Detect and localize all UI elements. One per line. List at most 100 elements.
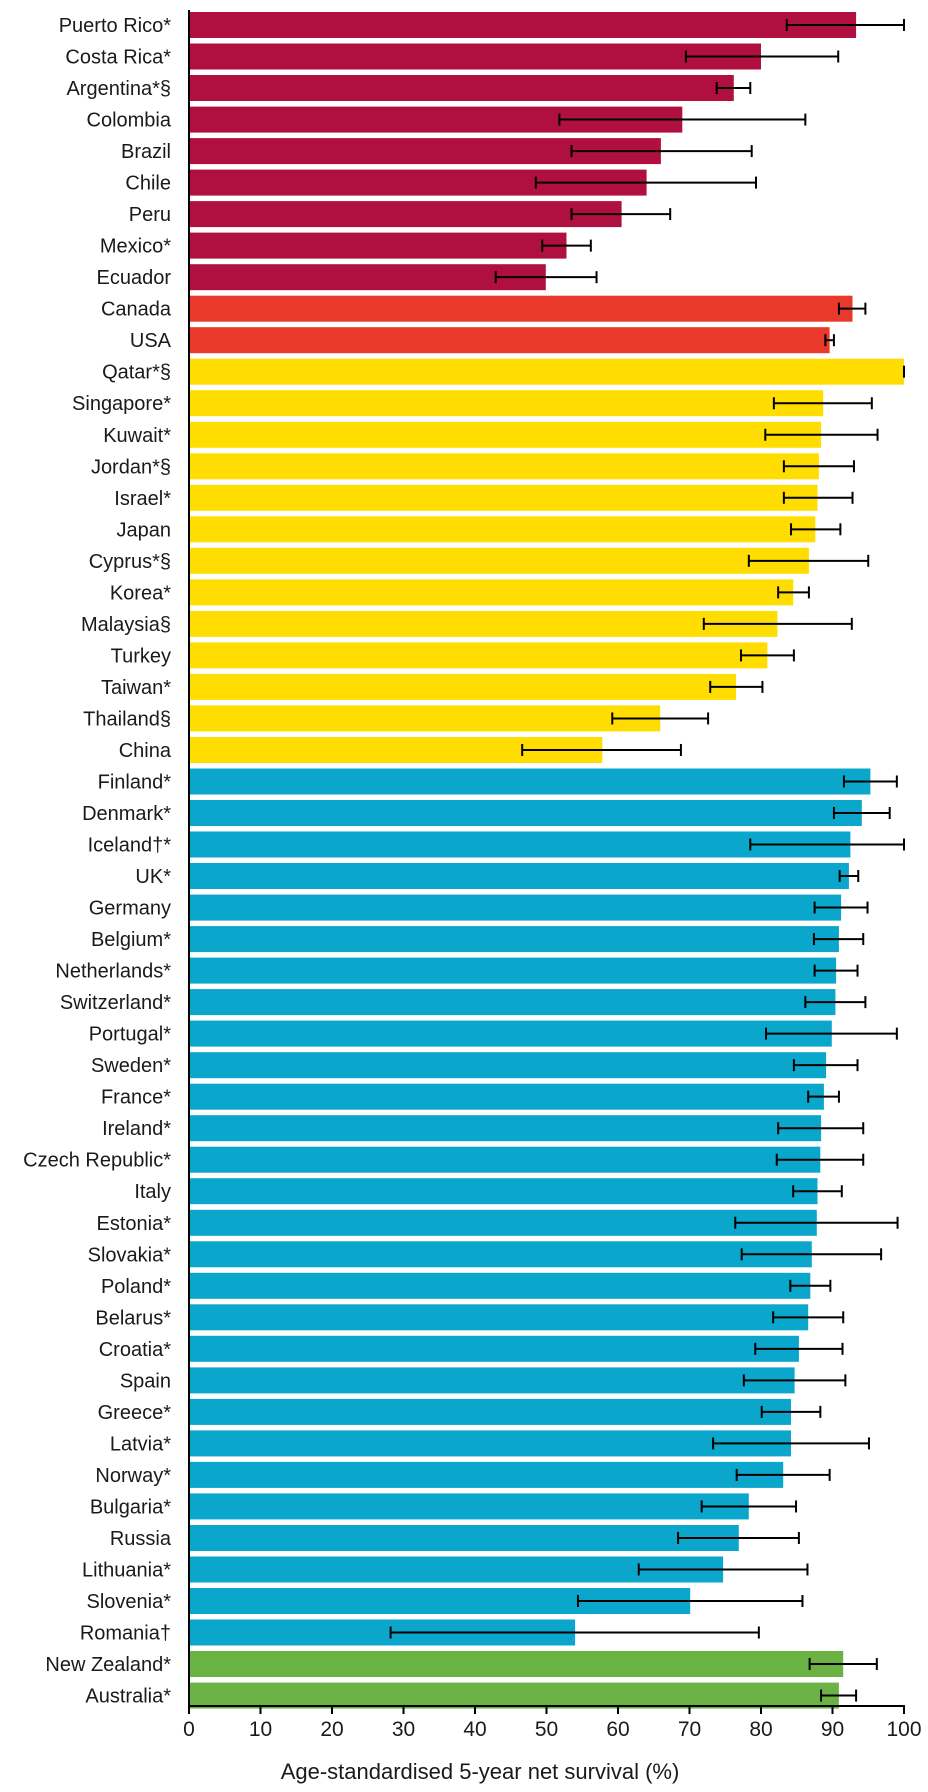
category-label-row-39: Slovakia* — [88, 1244, 172, 1266]
category-labels-layer: Puerto Rico* Costa Rica* Argentina*§ Colomb… — [23, 15, 172, 1708]
bar-row-47 — [189, 1493, 749, 1520]
category-label-row-25: Denmark* — [82, 803, 171, 825]
category-label-row-36: Czech Republic* — [23, 1150, 171, 1172]
category-label-row-34: France* — [101, 1087, 171, 1109]
category-label-row-51: Romania† — [80, 1623, 171, 1645]
error-bar-row-2 — [715, 82, 752, 95]
bar-row-16 — [189, 516, 816, 543]
category-label-row-42: Croatia* — [99, 1339, 171, 1361]
error-bar-row-19 — [702, 617, 853, 630]
bar-row-28 — [189, 894, 842, 921]
error-bar-row-9 — [837, 302, 867, 315]
category-label-row-53: Australia* — [85, 1686, 171, 1708]
bar-row-12 — [189, 390, 824, 417]
error-bars-layer — [389, 19, 905, 1702]
category-label-row-50: Slovenia* — [86, 1591, 171, 1613]
bar-row-20 — [189, 642, 768, 669]
error-bar-row-0 — [785, 19, 905, 31]
error-bar-row-51 — [389, 1626, 760, 1639]
error-bar-row-7 — [541, 239, 592, 252]
error-bar-row-31 — [804, 996, 867, 1009]
bar-row-52 — [189, 1651, 844, 1677]
error-bar-row-34 — [807, 1090, 840, 1103]
error-bar-row-43 — [742, 1374, 847, 1387]
error-bar-row-52 — [808, 1658, 878, 1671]
bar-row-49 — [189, 1556, 724, 1583]
bar-row-27 — [189, 863, 849, 889]
x-tick-label: 0 — [183, 1718, 195, 1741]
bar-row-18 — [189, 579, 794, 606]
category-label-row-49: Lithuania* — [82, 1560, 171, 1582]
error-bar-row-33 — [792, 1059, 859, 1072]
error-bar-row-21 — [709, 680, 764, 693]
error-bar-row-3 — [558, 113, 807, 126]
error-bar-row-45 — [712, 1437, 870, 1450]
x-tick-label: 80 — [749, 1718, 772, 1741]
error-bar-row-12 — [772, 397, 873, 410]
category-label-row-26: Iceland†* — [88, 835, 172, 857]
category-label-row-14: Jordan*§ — [91, 456, 171, 478]
bar-row-43 — [189, 1367, 795, 1394]
bar-row-19 — [189, 610, 778, 637]
bar-row-32 — [189, 1020, 832, 1047]
bar-row-48 — [189, 1525, 739, 1551]
category-label-row-32: Portugal* — [89, 1024, 171, 1046]
x-tick-label: 50 — [535, 1718, 558, 1741]
bar-row-37 — [189, 1178, 818, 1205]
error-bar-row-46 — [735, 1468, 831, 1481]
bar-row-11 — [189, 358, 904, 385]
bar-row-1 — [189, 43, 761, 70]
error-bar-row-17 — [747, 554, 870, 567]
category-label-row-28: Germany — [89, 898, 171, 920]
x-tick-label: 90 — [821, 1718, 844, 1741]
error-bar-row-14 — [782, 460, 855, 473]
category-label-row-0: Puerto Rico* — [59, 15, 171, 37]
bar-row-25 — [189, 800, 862, 826]
error-bar-row-41 — [772, 1311, 845, 1324]
bar-row-7 — [189, 232, 567, 259]
error-bar-row-5 — [534, 176, 757, 189]
bar-row-35 — [189, 1115, 822, 1142]
error-bar-row-27 — [838, 870, 860, 883]
category-label-row-3: Colombia — [87, 110, 172, 132]
bar-row-2 — [189, 75, 734, 101]
category-label-row-29: Belgium* — [91, 929, 171, 951]
bar-row-6 — [189, 201, 622, 228]
bar-row-44 — [189, 1398, 791, 1425]
category-label-row-40: Poland* — [101, 1276, 171, 1298]
error-bar-row-1 — [684, 50, 840, 63]
bar-row-30 — [189, 957, 837, 984]
error-bar-row-36 — [775, 1153, 865, 1166]
error-bar-row-44 — [760, 1405, 822, 1418]
x-tick-label: 30 — [392, 1718, 415, 1741]
bar-row-38 — [189, 1209, 817, 1236]
bar-row-21 — [189, 673, 736, 700]
bar-row-0 — [189, 12, 857, 38]
bar-row-26 — [189, 831, 851, 858]
error-bar-row-30 — [813, 964, 859, 977]
category-label-row-33: Sweden* — [91, 1055, 171, 1077]
category-label-row-5: Chile — [125, 173, 171, 195]
bar-row-42 — [189, 1335, 799, 1362]
error-bar-row-4 — [570, 145, 753, 158]
category-label-row-45: Latvia* — [110, 1433, 171, 1455]
category-label-row-17: Cyprus*§ — [89, 551, 171, 573]
category-label-row-44: Greece* — [98, 1402, 172, 1424]
category-label-row-1: Costa Rica* — [65, 47, 171, 69]
x-tick-label: 70 — [678, 1718, 701, 1741]
bar-row-8 — [189, 264, 546, 291]
bar-row-9 — [189, 295, 853, 322]
x-tick-label: 60 — [606, 1718, 629, 1741]
error-bar-row-38 — [734, 1216, 899, 1229]
category-label-row-35: Ireland* — [102, 1118, 171, 1140]
bar-row-46 — [189, 1461, 784, 1488]
x-tick-label: 20 — [320, 1718, 343, 1741]
error-bar-row-24 — [842, 775, 898, 788]
error-bar-row-18 — [777, 586, 810, 599]
category-label-row-43: Spain — [120, 1370, 171, 1392]
bar-row-14 — [189, 453, 819, 480]
category-label-row-24: Finland* — [98, 772, 172, 794]
error-bar-row-39 — [740, 1248, 883, 1261]
bar-row-33 — [189, 1052, 827, 1079]
